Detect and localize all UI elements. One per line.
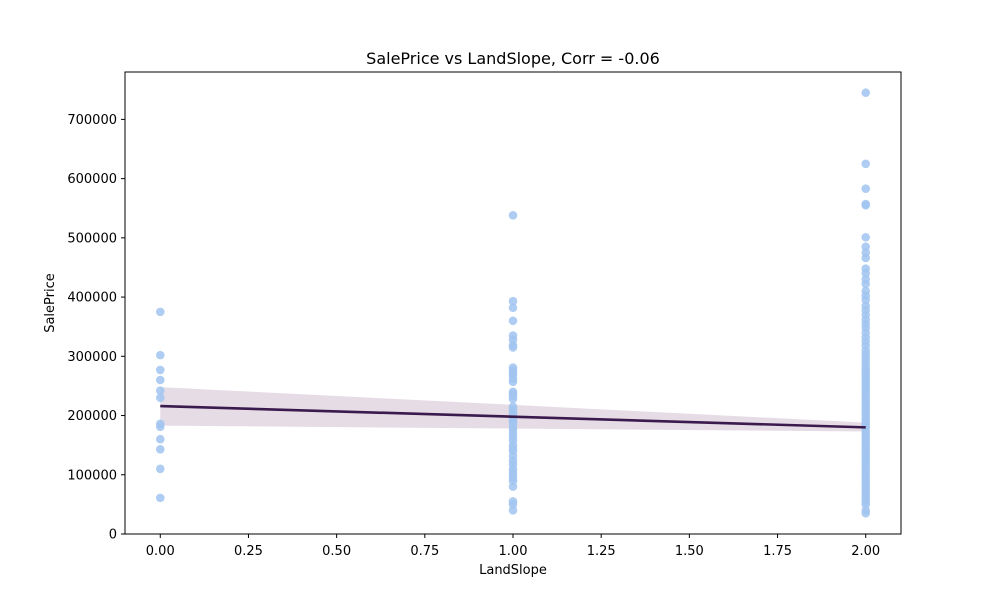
data-point (155, 445, 165, 454)
y-tick-label: 200000 (67, 409, 117, 424)
y-tick-label: 100000 (67, 468, 117, 483)
data-point (155, 386, 165, 395)
x-tick-label: 0.50 (322, 544, 351, 559)
data-point (861, 508, 871, 518)
data-point (861, 159, 871, 169)
x-tick-label: 0.25 (234, 544, 263, 559)
y-tick-label: 700000 (67, 113, 117, 128)
chart-title: SalePrice vs LandSlope, Corr = -0.06 (366, 49, 660, 68)
y-axis-label: SalePrice (43, 273, 58, 333)
data-point (861, 500, 871, 509)
x-tick-label: 1.25 (587, 544, 616, 559)
data-point (861, 295, 871, 305)
data-point (861, 88, 871, 98)
y-tick-label: 0 (109, 528, 117, 543)
y-tick-label: 300000 (67, 350, 117, 365)
regression-line (160, 404, 866, 429)
data-point (508, 211, 518, 220)
data-point (508, 394, 518, 404)
regression-line-layer (160, 404, 866, 429)
x-axis-ticks: 0.00 0.25 0.50 0.75 1.00 1.25 1.50 1.75 2.00 (146, 534, 880, 559)
x-axis-label: LandSlope (479, 563, 547, 578)
x-tick-label: 1.75 (763, 544, 792, 559)
y-tick-label: 400000 (67, 291, 117, 306)
data-point (861, 232, 871, 242)
data-point (508, 476, 518, 485)
x-tick-label: 0.00 (146, 544, 175, 559)
data-point (508, 506, 518, 515)
data-point (861, 200, 871, 210)
x-tick-label: 1.00 (499, 544, 528, 559)
data-point (155, 493, 165, 503)
data-point (508, 316, 518, 326)
data-point (861, 184, 871, 193)
y-tick-label: 600000 (67, 172, 117, 187)
data-point (508, 482, 518, 491)
x-tick-label: 0.75 (410, 544, 439, 559)
data-point (508, 343, 518, 352)
data-point (155, 393, 165, 403)
data-point (155, 434, 165, 444)
data-point (155, 307, 165, 317)
data-point (155, 365, 165, 375)
data-point (508, 303, 518, 313)
data-point (155, 350, 165, 360)
data-point (861, 269, 871, 278)
data-point (861, 242, 871, 252)
y-axis-ticks: 0 100000 200000 300000 400000 500000 600000 700… (67, 113, 125, 543)
data-point (155, 464, 165, 474)
x-tick-label: 1.50 (675, 544, 704, 559)
data-points-layer (155, 88, 871, 518)
data-point (508, 377, 518, 387)
data-point (155, 422, 165, 432)
y-tick-label: 500000 (67, 231, 117, 246)
data-point (861, 279, 871, 289)
data-point (508, 500, 518, 509)
data-point (861, 253, 871, 263)
x-tick-label: 2.00 (851, 544, 880, 559)
data-point (508, 296, 518, 306)
data-point (155, 375, 165, 385)
